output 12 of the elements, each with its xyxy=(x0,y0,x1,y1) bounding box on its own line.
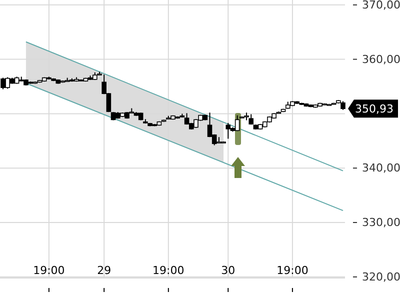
x-tick-label: 19:00 xyxy=(33,264,65,277)
x-tick-label: 29 xyxy=(97,264,112,277)
y-tick-label: 340,00 xyxy=(362,162,400,175)
x-tick-label: 19:00 xyxy=(276,264,308,277)
y-tick-label: 370,00 xyxy=(362,0,400,12)
y-tick-label: 360,00 xyxy=(362,52,400,66)
y-tick-label: 320,00 xyxy=(362,270,400,284)
text: 350,93 xyxy=(355,102,394,116)
x-tick-label: 30 xyxy=(221,264,236,277)
candlestick xyxy=(226,122,231,140)
y-tick-label: 330,00 xyxy=(362,216,400,230)
x-tick-label: 19:00 xyxy=(152,264,184,277)
